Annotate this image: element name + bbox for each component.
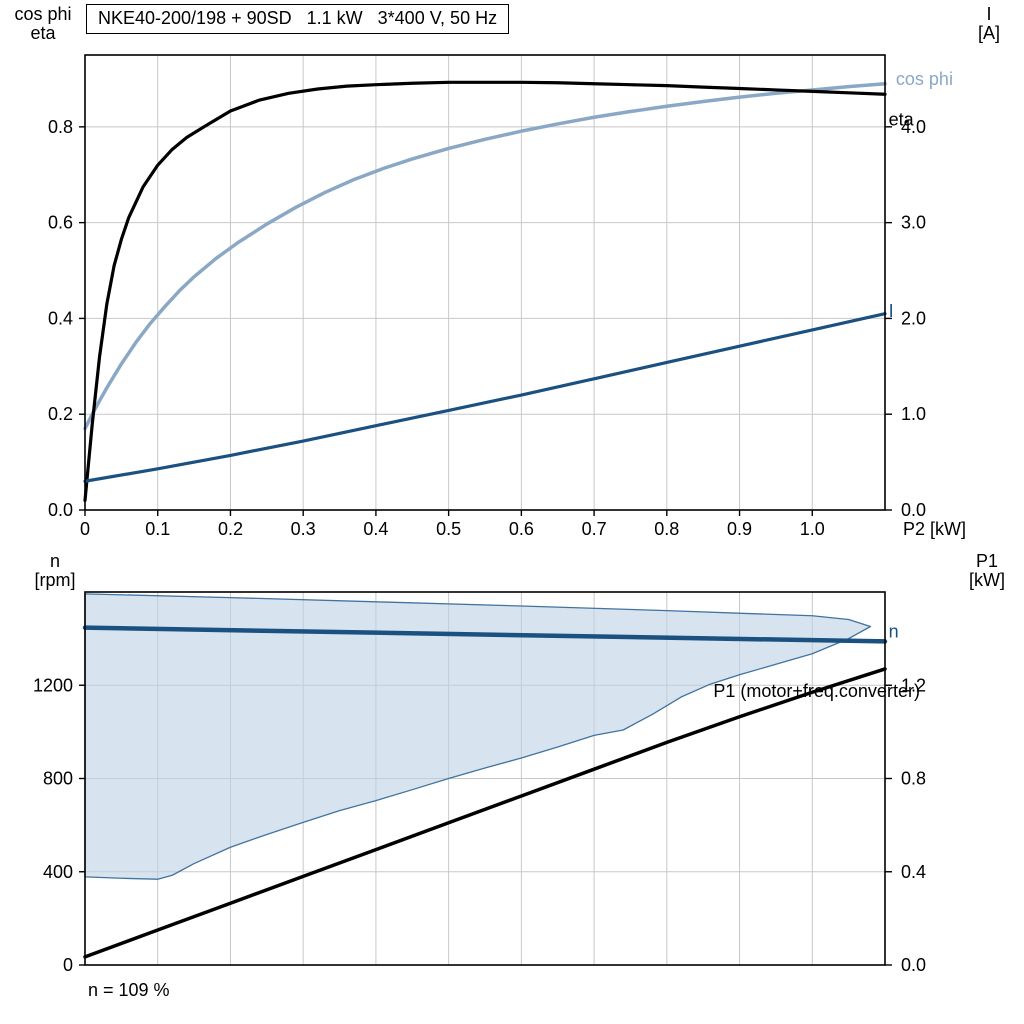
svg-text:0.3: 0.3	[291, 519, 316, 539]
axis-title-line: P1	[975, 551, 999, 571]
svg-text:0: 0	[63, 955, 73, 975]
axis-title-line: [A]	[977, 23, 1000, 43]
svg-text:0.0: 0.0	[901, 955, 926, 975]
axis-title-line: cos phi	[14, 4, 72, 24]
axis-title-line: eta	[30, 23, 56, 43]
svg-text:0.5: 0.5	[436, 519, 461, 539]
svg-text:P1 (motor+freq.converter): P1 (motor+freq.converter)	[713, 681, 920, 701]
footer-note: n = 109 %	[88, 980, 170, 1000]
svg-text:1.2: 1.2	[901, 675, 926, 695]
svg-text:n: n	[889, 622, 899, 642]
svg-text:1.0: 1.0	[901, 404, 926, 424]
bottom-chart-canvas: 0 400 800 1200 0.0 0.4 0.8 1.2 n P1 (motor+freq.c…	[33, 591, 926, 975]
svg-text:400: 400	[43, 862, 73, 882]
svg-text:0.2: 0.2	[48, 404, 73, 424]
svg-text:0.4: 0.4	[48, 308, 73, 328]
svg-text:0.1: 0.1	[145, 519, 170, 539]
svg-text:800: 800	[43, 769, 73, 789]
svg-text:P2 [kW]: P2 [kW]	[903, 519, 966, 539]
svg-text:1.0: 1.0	[800, 519, 825, 539]
svg-text:0.2: 0.2	[218, 519, 243, 539]
svg-text:0.4: 0.4	[901, 862, 926, 882]
svg-text:1200: 1200	[33, 675, 73, 695]
svg-text:0.6: 0.6	[48, 213, 73, 233]
svg-text:4.0: 4.0	[901, 117, 926, 137]
axis-title-line: n	[49, 551, 60, 571]
svg-text:0.8: 0.8	[48, 117, 73, 137]
svg-text:0.0: 0.0	[901, 500, 926, 520]
svg-text:cos phi: cos phi	[896, 69, 953, 89]
svg-text:3.0: 3.0	[901, 213, 926, 233]
bottom-chart-left-axis-title: n [rpm]	[22, 552, 88, 590]
svg-text:0.7: 0.7	[582, 519, 607, 539]
bottom-chart-right-axis-title: P1 [kW]	[954, 552, 1020, 590]
svg-text:0.8: 0.8	[654, 519, 679, 539]
top-chart-canvas: 0 0.1 0.2 0.3 0.4 0.5 0.6 0.7 0.8 0.9 1.0 P2 [kW]0.…	[48, 54, 966, 539]
svg-text:0.9: 0.9	[727, 519, 752, 539]
svg-text:0.4: 0.4	[363, 519, 388, 539]
svg-text:0.8: 0.8	[901, 769, 926, 789]
svg-text:0.6: 0.6	[509, 519, 534, 539]
chart-title-box: NKE40-200/198 + 90SD 1.1 kW 3*400 V, 50 …	[86, 4, 510, 34]
svg-text:eta: eta	[889, 110, 915, 130]
axis-title-line: [kW]	[969, 570, 1005, 590]
svg-text:I: I	[889, 301, 894, 321]
axis-title-line: [rpm]	[34, 570, 76, 590]
svg-text:0.0: 0.0	[48, 500, 73, 520]
svg-text:2.0: 2.0	[901, 308, 926, 328]
axis-title-line: I	[986, 4, 992, 24]
svg-text:0: 0	[80, 519, 90, 539]
top-chart-right-axis-title: I [A]	[960, 5, 1018, 43]
top-chart-left-axis-title: cos phi eta	[4, 5, 82, 43]
